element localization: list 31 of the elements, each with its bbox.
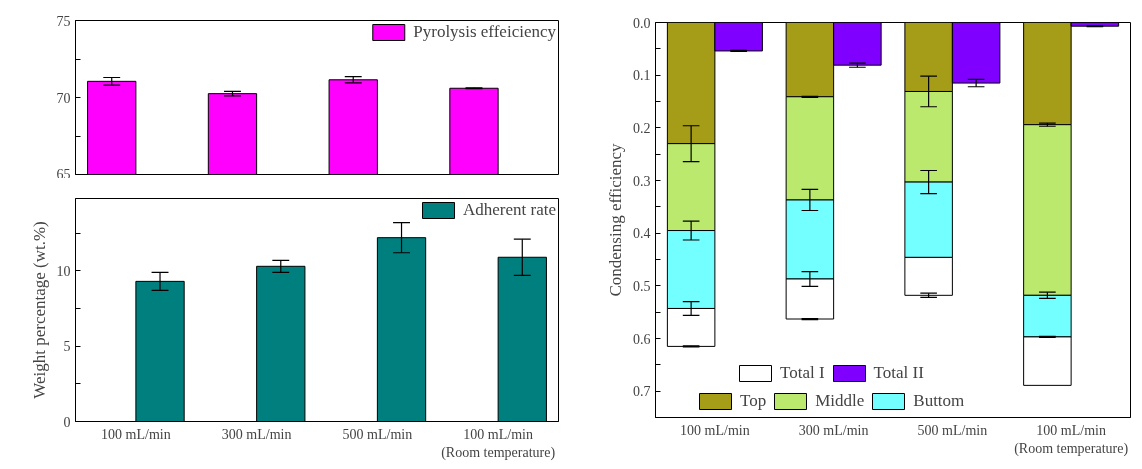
x-tick-label: 100 mL/min (Room temperature) <box>1014 422 1129 457</box>
x-tick-label: 500 mL/min <box>917 422 988 438</box>
legend-label: Top <box>740 391 767 411</box>
y-axis-title: Weight percentage (wt.%) <box>29 221 49 399</box>
x-tick-label: 100 mL/min <box>101 426 171 442</box>
y-tick-label: 5 <box>63 339 71 355</box>
x-tick-label: 100 mL/min (Room temperature) <box>441 426 556 461</box>
y-tick-label: 0.4 <box>633 226 651 242</box>
y-tick-label: 10 <box>56 263 71 279</box>
x-tick-label: 500 mL/min <box>342 426 413 442</box>
y-tick-label: 70 <box>56 90 71 106</box>
y-tick-label: 65 <box>56 166 71 182</box>
legend-label: Adherent rate <box>463 200 556 220</box>
y-tick-label: 75 <box>56 13 71 29</box>
y-tick-label: 0.2 <box>633 120 651 136</box>
legend-label: Middle <box>815 391 865 411</box>
x-tick-label: 300 mL/min <box>221 426 292 442</box>
x-tick-label: 100 mL/min <box>680 422 750 438</box>
y-tick-label: 0 <box>63 414 71 430</box>
y-tick-label: 0.7 <box>633 384 651 400</box>
x-tick-label: 300 mL/min <box>798 422 869 438</box>
y-tick-label: 0.1 <box>633 68 651 84</box>
y-tick-label: 0.0 <box>633 15 651 31</box>
legend-label: Total I <box>780 363 825 383</box>
y-tick-label: 0.3 <box>633 173 651 189</box>
y-axis-title: Condensing efficiency <box>606 142 625 297</box>
legend-label: Total II <box>873 363 924 383</box>
y-tick-label: 0.6 <box>633 331 651 347</box>
legend-label: Pyrolysis effeiciency <box>413 22 556 42</box>
legend-label: Buttom <box>913 391 965 411</box>
y-tick-label: 0.5 <box>633 278 651 294</box>
